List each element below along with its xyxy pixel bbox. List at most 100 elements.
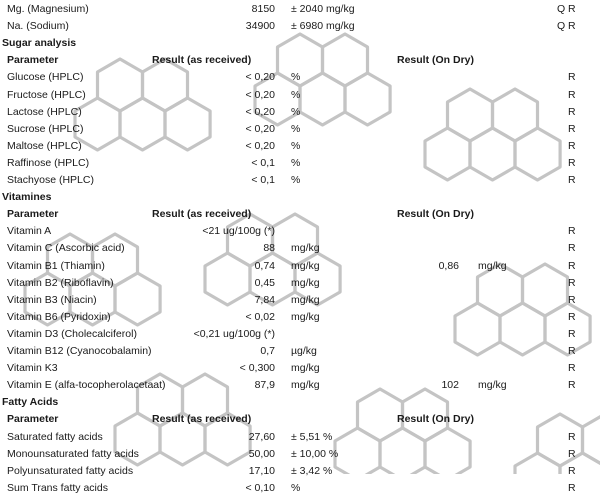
r-flag: R <box>568 258 576 275</box>
result-unit: % <box>291 138 300 155</box>
result-unit: % <box>291 87 300 104</box>
result-row: Vitamin B12 (Cyanocobalamin)0,7 µg/kg R <box>0 343 600 360</box>
column-header-on-dry: Result (On Dry) <box>397 206 474 223</box>
parameter-name: Na. (Sodium) <box>7 18 69 35</box>
result-value: < 0,1 <box>140 172 275 189</box>
r-flag: R <box>568 343 576 360</box>
result-unit: ± 10,00 % <box>291 446 338 463</box>
result-row: Glucose (HPLC)< 0,20%R <box>0 69 600 86</box>
result-row: Lactose (HPLC)< 0,20%R <box>0 104 600 121</box>
result-value: 17,10 <box>140 463 275 480</box>
result-value: 0,7 <box>140 343 275 360</box>
column-header-on-dry: Result (On Dry) <box>397 52 474 69</box>
parameter-name: Fructose (HPLC) <box>7 87 86 104</box>
result-unit: ± 6980 mg/kg <box>291 18 355 35</box>
result-row: Stachyose (HPLC)< 0,1%R <box>0 172 600 189</box>
result-row: Sucrose (HPLC) < 0,20% R <box>0 121 600 138</box>
r-flag: R <box>568 429 576 446</box>
result-value: 8150 <box>140 1 275 18</box>
section-title: Vitamines <box>0 189 600 206</box>
r-flag: R <box>568 223 576 240</box>
result-unit: % <box>291 480 300 497</box>
column-header-on-dry: Result (On Dry) <box>397 411 474 428</box>
result-unit: mg/kg <box>291 275 320 292</box>
section-title: Sugar analysis <box>0 35 600 52</box>
result-value: 27,60 <box>140 429 275 446</box>
dry-result-value: 102 <box>400 377 459 394</box>
result-row: Vitamin C (Ascorbic acid) 88 mg/kg R <box>0 240 600 257</box>
r-flag: R <box>568 275 576 292</box>
result-unit: ± 2040 mg/kg <box>291 1 355 18</box>
r-flag: R <box>568 240 576 257</box>
column-header-parameter: Parameter <box>7 206 58 223</box>
result-value: 34900 <box>140 18 275 35</box>
r-flag: R <box>568 360 576 377</box>
parameter-name: Vitamin A <box>7 223 51 240</box>
parameter-name: Monounsaturated fatty acids <box>7 446 139 463</box>
r-flag: R <box>568 446 576 463</box>
parameter-name: Vitamin C (Ascorbic acid) <box>7 240 125 257</box>
result-row: Maltose (HPLC) < 0,20% R <box>0 138 600 155</box>
parameter-name: Saturated fatty acids <box>7 429 103 446</box>
section-heading: Fatty Acids <box>2 394 58 411</box>
parameter-name: Vitamin B1 (Thiamin) <box>7 258 105 275</box>
column-header-as-received: Result (as received) <box>152 411 251 428</box>
result-value: < 0,20 <box>140 121 275 138</box>
r-flag: R <box>568 138 576 155</box>
r-flag: R <box>568 463 576 480</box>
r-flag: R <box>568 309 576 326</box>
result-value: 87,9 <box>140 377 275 394</box>
result-unit: % <box>291 69 300 86</box>
r-flag: R <box>568 377 576 394</box>
result-unit: µg/kg <box>291 343 317 360</box>
result-value: 88 <box>140 240 275 257</box>
parameter-name: Sucrose (HPLC) <box>7 121 83 138</box>
result-value: < 0,10 <box>140 480 275 497</box>
result-unit: % <box>291 121 300 138</box>
result-unit: % <box>291 155 300 172</box>
r-flag: R <box>568 326 576 343</box>
q-flag: Q <box>557 1 565 18</box>
result-row: Fructose (HPLC)< 0,20%R <box>0 87 600 104</box>
result-value: < 0,300 <box>140 360 275 377</box>
r-flag: R <box>568 69 576 86</box>
result-value: < 0,1 <box>140 155 275 172</box>
result-unit: ± 3,42 % <box>291 463 332 480</box>
dry-result-unit: mg/kg <box>478 258 507 275</box>
parameter-name: Vitamin B3 (Niacin) <box>7 292 97 309</box>
section-title: Fatty Acids <box>0 394 600 411</box>
r-flag: R <box>568 1 576 18</box>
result-value: 0,74 <box>140 258 275 275</box>
section-heading: Sugar analysis <box>2 35 76 52</box>
r-flag: R <box>568 292 576 309</box>
section-heading: Vitamines <box>2 189 51 206</box>
result-unit: mg/kg <box>291 240 320 257</box>
column-header-parameter: Parameter <box>7 52 58 69</box>
parameter-name: Sum Trans fatty acids <box>7 480 108 497</box>
r-flag: R <box>568 18 576 35</box>
result-value: <21 ug/100g (*) <box>140 223 275 240</box>
r-flag: R <box>568 121 576 138</box>
result-unit: mg/kg <box>291 309 320 326</box>
parameter-name: Polyunsaturated fatty acids <box>7 463 133 480</box>
result-value: 7,84 <box>140 292 275 309</box>
parameter-name: Raffinose (HPLC) <box>7 155 89 172</box>
r-flag: R <box>568 155 576 172</box>
result-unit: mg/kg <box>291 377 320 394</box>
r-flag: R <box>568 104 576 121</box>
parameter-name: Maltose (HPLC) <box>7 138 82 155</box>
parameter-name: Vitamin B12 (Cyanocobalamin) <box>7 343 152 360</box>
result-value: 50,00 <box>140 446 275 463</box>
result-value: < 0,20 <box>140 138 275 155</box>
result-value: < 0,20 <box>140 69 275 86</box>
dry-result-unit: mg/kg <box>478 377 507 394</box>
